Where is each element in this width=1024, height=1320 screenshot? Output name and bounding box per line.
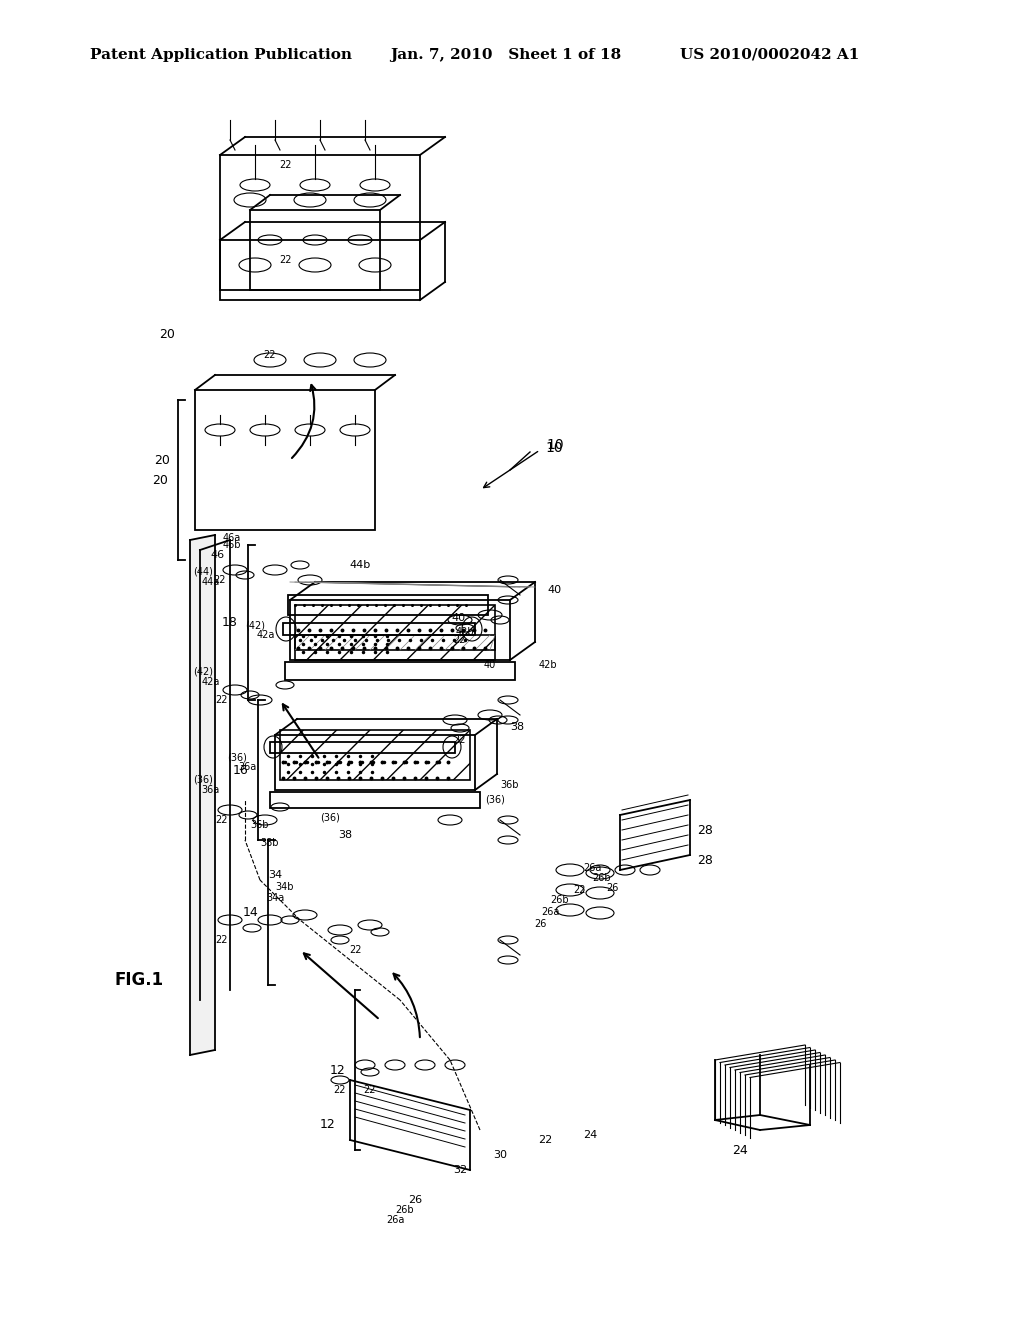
Text: 26a: 26a [541, 907, 559, 917]
Text: 12: 12 [330, 1064, 345, 1077]
Bar [195, 389, 375, 531]
Bar [288, 595, 488, 615]
Bar [280, 730, 470, 780]
Text: 38b: 38b [261, 838, 280, 847]
Text: 22: 22 [334, 1085, 346, 1096]
Text: 24: 24 [583, 1130, 597, 1140]
Polygon shape [190, 535, 215, 1055]
Text: FIG.1: FIG.1 [115, 972, 164, 989]
Text: 22: 22 [264, 350, 276, 360]
Text: 26b: 26b [593, 873, 611, 883]
Bar [290, 601, 510, 660]
Text: 38: 38 [338, 830, 352, 840]
Text: Patent Application Publication: Patent Application Publication [90, 48, 352, 62]
Text: 26: 26 [606, 883, 618, 894]
Text: 20: 20 [153, 474, 168, 487]
Text: 38: 38 [510, 722, 524, 733]
Text: 18: 18 [222, 615, 238, 628]
Text: Jan. 7, 2010   Sheet 1 of 18: Jan. 7, 2010 Sheet 1 of 18 [390, 48, 622, 62]
Text: 44a: 44a [202, 577, 220, 587]
Text: 42a: 42a [257, 630, 275, 640]
Text: 36b: 36b [501, 780, 519, 789]
Bar [250, 210, 380, 290]
Text: 46a: 46a [223, 533, 241, 543]
Text: 22: 22 [349, 945, 361, 954]
Text: 22: 22 [454, 635, 466, 645]
Text: 22: 22 [279, 255, 291, 265]
Bar [285, 663, 515, 680]
Text: 30: 30 [493, 1150, 507, 1160]
Bar [220, 240, 420, 300]
Text: 28: 28 [697, 854, 713, 866]
Text: 22: 22 [214, 576, 226, 585]
Text: 22: 22 [279, 160, 291, 170]
Text: 36a: 36a [239, 763, 257, 772]
Text: 34b: 34b [275, 882, 294, 892]
Text: 26a: 26a [583, 863, 601, 873]
Text: (36): (36) [485, 795, 505, 805]
Text: 20: 20 [159, 329, 175, 342]
Bar [283, 623, 475, 635]
Text: 22: 22 [454, 735, 466, 744]
Bar [270, 742, 455, 752]
Bar [295, 605, 495, 660]
Bar [220, 154, 420, 290]
Text: 26b: 26b [551, 895, 569, 906]
Text: 26b: 26b [395, 1205, 415, 1214]
Text: 16: 16 [232, 763, 248, 776]
Bar [270, 792, 480, 808]
Text: US 2010/0002042 A1: US 2010/0002042 A1 [680, 48, 859, 62]
Text: (44): (44) [194, 568, 213, 577]
Text: 40: 40 [451, 612, 465, 623]
Text: 44b: 44b [349, 560, 371, 570]
Text: 14: 14 [243, 906, 258, 919]
Text: 46b: 46b [223, 540, 242, 550]
Text: 22: 22 [216, 814, 228, 825]
Text: (36): (36) [321, 813, 340, 822]
Text: (42): (42) [245, 620, 265, 630]
Text: 20: 20 [155, 454, 170, 466]
Text: (42): (42) [193, 667, 213, 677]
Text: 22: 22 [573, 884, 587, 895]
Text: 42b: 42b [539, 660, 557, 671]
Text: 26: 26 [534, 919, 546, 929]
Text: 12: 12 [319, 1118, 335, 1131]
Text: 46: 46 [211, 550, 225, 560]
Text: 42b: 42b [456, 627, 474, 638]
Text: (36): (36) [194, 775, 213, 785]
Text: (36): (36) [227, 752, 247, 763]
Text: 32: 32 [453, 1166, 467, 1175]
Text: 24: 24 [732, 1143, 748, 1156]
Text: 36a: 36a [202, 785, 220, 795]
Text: 22: 22 [216, 696, 228, 705]
Text: 34: 34 [268, 870, 282, 880]
Text: 40: 40 [548, 585, 562, 595]
Text: 26: 26 [408, 1195, 422, 1205]
Text: 10: 10 [546, 438, 564, 451]
Bar [275, 735, 475, 789]
Text: 10: 10 [545, 441, 562, 455]
Text: 22: 22 [216, 935, 228, 945]
Text: 28: 28 [697, 824, 713, 837]
Text: 42a: 42a [202, 677, 220, 686]
Text: 40: 40 [484, 660, 496, 671]
Text: 26a: 26a [386, 1214, 404, 1225]
Bar [295, 635, 495, 649]
Text: 22: 22 [364, 1085, 376, 1096]
Text: 22: 22 [538, 1135, 552, 1144]
Text: 34a: 34a [266, 894, 284, 903]
Text: 36b: 36b [251, 820, 269, 830]
